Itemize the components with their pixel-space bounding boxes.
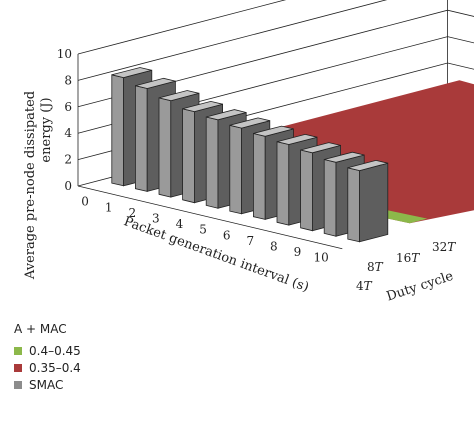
x-tick-8: 8 [270, 239, 278, 253]
legend: A + MAC 0.4–0.45 0.35–0.4 SMAC [14, 322, 81, 393]
gridline-8 [77, 0, 388, 81]
y-axis-title-line-1: Average pre-node dissipated [23, 91, 38, 280]
duty-cycle-tick-labels: 4T 8T 16T 32T [356, 240, 456, 293]
duty-cycle-tick-2: 16T [396, 251, 420, 265]
smac-bar-top [206, 109, 247, 121]
x-tick-9: 9 [294, 245, 302, 259]
smac-bar-top [300, 142, 341, 154]
duty-cycle-tick-3: 32T [432, 240, 456, 254]
legend-swatch-smac [14, 380, 22, 389]
smac-bar-top [135, 77, 176, 89]
smac-bar-top [229, 117, 270, 129]
smac-bar-top [324, 151, 365, 163]
smac-bar-front [205, 116, 219, 209]
smac-bar-top [182, 100, 223, 113]
legend-item-red: 0.35–0.4 [14, 359, 81, 376]
legend-item-green: 0.4–0.45 [14, 342, 81, 359]
smac-bar-top [347, 159, 388, 172]
x-tick-5: 5 [199, 223, 207, 237]
gridline-10 [77, 0, 287, 55]
smac-bar-10 [347, 159, 389, 243]
legend-label-red: 0.35–0.4 [29, 360, 81, 375]
smac-bar-front [300, 149, 313, 232]
y-tick-10: 10 [57, 47, 72, 61]
duty-cycle-tick-0: 4T [356, 279, 373, 293]
smac-bars [111, 67, 389, 243]
y-tick-0: 0 [64, 179, 72, 193]
smac-bar-front [229, 124, 243, 215]
y-tick-labels: 0 2 4 6 8 10 [57, 47, 73, 193]
smac-bar-side [359, 162, 389, 243]
y-tick-6: 6 [64, 100, 72, 114]
smac-bar-front [134, 85, 148, 192]
y-axis-title-line-2: energy (J) [39, 97, 54, 162]
x-tick-4: 4 [176, 217, 184, 231]
y-tick-2: 2 [64, 153, 72, 167]
z-axis-title: Duty cycle [385, 269, 456, 305]
smac-bar-top [253, 125, 294, 137]
x-tick-1: 1 [105, 200, 113, 214]
smac-bar-front [347, 167, 361, 243]
legend-title: A + MAC [14, 322, 67, 336]
smac-bar-front [158, 97, 172, 198]
x-tick-2: 2 [128, 206, 136, 220]
legend-item-smac: SMAC [14, 376, 81, 393]
y-tick-4: 4 [64, 126, 72, 140]
x-tick-6: 6 [223, 228, 231, 242]
x-tick-0: 0 [81, 195, 89, 209]
x-tick-3: 3 [152, 211, 160, 225]
floor-front-edge [77, 185, 343, 250]
smac-bar-front [182, 108, 195, 204]
legend-label-smac: SMAC [29, 377, 64, 392]
smac-bar-front [252, 132, 266, 220]
smac-bar-top [111, 67, 152, 79]
x-tick-10: 10 [313, 251, 328, 265]
y-tick-8: 8 [64, 73, 72, 87]
smac-bar-front [323, 158, 337, 237]
legend-swatch-green [14, 346, 22, 355]
legend-label-green: 0.4–0.45 [29, 343, 81, 358]
smac-bar-front [276, 141, 290, 226]
chart-3d-bar: 0 2 4 6 8 10 0 1 2 3 4 5 6 7 8 9 10 4T 8T 16T 32T Average … [23, 0, 474, 305]
duty-cycle-tick-1: 8T [367, 260, 384, 274]
smac-bar-front [111, 74, 124, 187]
x-tick-labels: 0 1 2 3 4 5 6 7 8 9 10 [81, 195, 328, 265]
x-tick-7: 7 [246, 234, 254, 248]
smac-bar-top [276, 133, 318, 145]
legend-swatch-red [14, 363, 22, 372]
x-axis-title: Packet generation interval (s) [122, 214, 311, 295]
smac-bar-top [158, 90, 200, 102]
